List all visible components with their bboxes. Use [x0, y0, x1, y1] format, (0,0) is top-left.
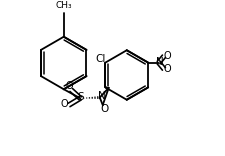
Text: O: O	[66, 81, 74, 91]
Text: O: O	[164, 51, 171, 61]
Text: S: S	[77, 93, 83, 102]
Text: N: N	[98, 91, 106, 101]
Polygon shape	[105, 86, 109, 89]
Text: N: N	[155, 57, 163, 67]
Text: O: O	[61, 99, 69, 109]
Text: O: O	[164, 64, 171, 74]
Text: CH₃: CH₃	[55, 1, 72, 10]
Text: Cl: Cl	[95, 54, 105, 64]
Text: O: O	[100, 104, 109, 114]
